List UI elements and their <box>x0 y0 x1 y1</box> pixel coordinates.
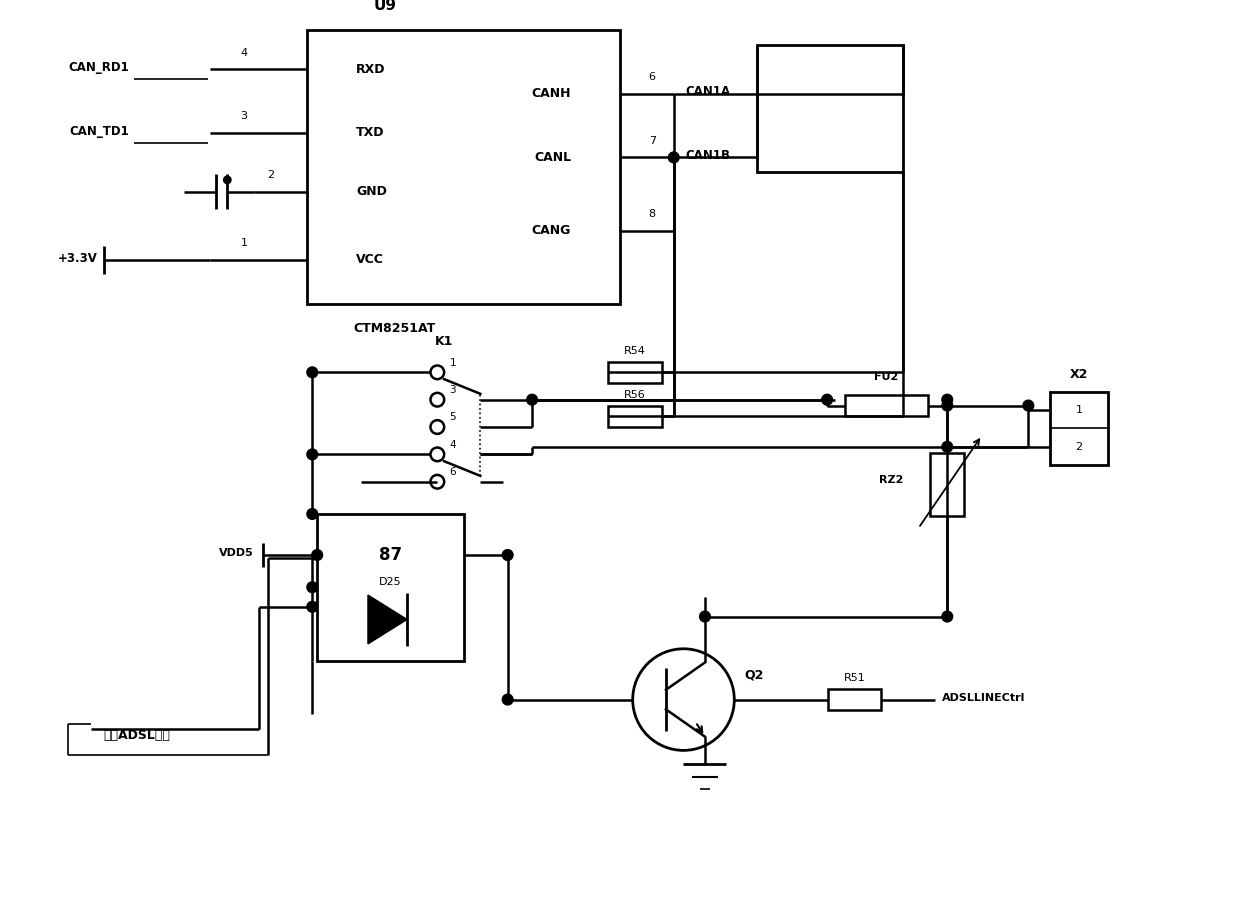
Text: D25: D25 <box>379 578 402 588</box>
Circle shape <box>527 394 537 405</box>
Text: 1: 1 <box>1075 405 1083 415</box>
Text: X2: X2 <box>1070 368 1089 381</box>
Text: RZ2: RZ2 <box>879 475 903 485</box>
Bar <box>1050 392 1109 466</box>
Text: 7: 7 <box>649 136 656 146</box>
Circle shape <box>942 611 952 622</box>
Text: CAN1B: CAN1B <box>686 149 730 162</box>
Text: ADSLLINECtrl: ADSLLINECtrl <box>942 692 1025 702</box>
Text: K1: K1 <box>435 334 454 348</box>
Text: RXD: RXD <box>356 63 386 76</box>
Text: 2: 2 <box>1075 442 1083 452</box>
Circle shape <box>1023 400 1034 411</box>
Text: 6: 6 <box>649 72 656 82</box>
Text: CANL: CANL <box>534 151 572 164</box>
Bar <box>827 689 882 711</box>
Text: GND: GND <box>356 185 387 198</box>
Bar <box>756 45 903 172</box>
Text: U9: U9 <box>374 0 397 14</box>
Text: FU2: FU2 <box>874 373 898 383</box>
Bar <box>844 394 928 416</box>
Text: 来自ADSL驱动: 来自ADSL驱动 <box>103 729 170 742</box>
Text: CANG: CANG <box>532 224 572 237</box>
Text: 5: 5 <box>450 413 456 423</box>
Circle shape <box>502 549 513 560</box>
Text: 8: 8 <box>649 209 656 219</box>
Text: CANH: CANH <box>532 87 572 100</box>
Circle shape <box>308 508 317 519</box>
Text: CAN_TD1: CAN_TD1 <box>69 125 130 138</box>
Text: CTM8251AT: CTM8251AT <box>353 322 436 335</box>
Text: VCC: VCC <box>356 253 384 267</box>
Circle shape <box>942 394 952 405</box>
Text: 3: 3 <box>241 111 248 121</box>
Text: 1: 1 <box>241 239 248 249</box>
Text: 87: 87 <box>379 546 402 564</box>
Circle shape <box>308 367 317 378</box>
Text: +3.3V: +3.3V <box>57 251 98 264</box>
Bar <box>317 514 464 660</box>
Text: 6: 6 <box>450 467 456 477</box>
Polygon shape <box>368 595 407 644</box>
Text: R54: R54 <box>624 346 646 356</box>
Text: 2: 2 <box>267 170 274 180</box>
Text: TXD: TXD <box>356 127 384 139</box>
Text: R56: R56 <box>624 390 646 400</box>
Circle shape <box>668 152 680 163</box>
Circle shape <box>311 549 322 560</box>
Text: 4: 4 <box>241 48 248 58</box>
Circle shape <box>308 582 317 593</box>
Circle shape <box>822 394 832 405</box>
Bar <box>608 362 661 383</box>
Circle shape <box>308 601 317 612</box>
Text: Q2: Q2 <box>744 669 764 681</box>
Text: 3: 3 <box>450 385 456 394</box>
Circle shape <box>308 449 317 460</box>
Bar <box>608 405 661 427</box>
Bar <box>308 30 620 304</box>
Text: VDD5: VDD5 <box>219 548 254 558</box>
Text: CAN1A: CAN1A <box>686 86 730 98</box>
Text: R51: R51 <box>843 673 866 683</box>
Circle shape <box>502 694 513 705</box>
Text: CAN_RD1: CAN_RD1 <box>69 61 130 74</box>
Text: 4: 4 <box>450 440 456 450</box>
Circle shape <box>942 442 952 452</box>
Circle shape <box>942 400 952 411</box>
Circle shape <box>699 611 711 622</box>
Circle shape <box>223 176 231 184</box>
Text: 1: 1 <box>450 357 456 367</box>
Bar <box>930 453 965 517</box>
